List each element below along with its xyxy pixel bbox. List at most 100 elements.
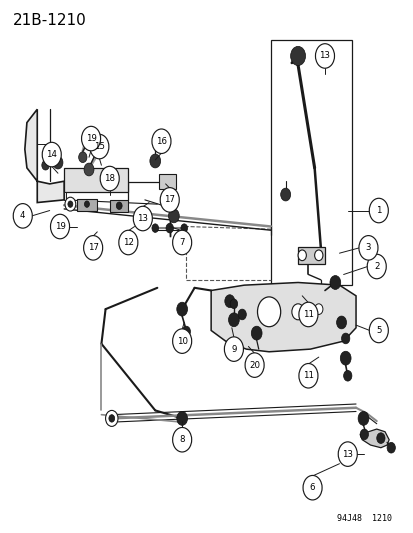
- Circle shape: [298, 364, 317, 388]
- Text: 12: 12: [123, 238, 133, 247]
- Text: 15: 15: [94, 142, 104, 151]
- Text: 1: 1: [375, 206, 381, 215]
- Circle shape: [176, 411, 187, 425]
- Text: 6: 6: [309, 483, 315, 492]
- Circle shape: [13, 204, 32, 228]
- Circle shape: [166, 223, 173, 233]
- Text: 19: 19: [85, 134, 96, 143]
- Text: 19: 19: [55, 222, 65, 231]
- Circle shape: [302, 475, 321, 500]
- Circle shape: [280, 188, 290, 201]
- Circle shape: [366, 254, 385, 279]
- Bar: [109, 200, 128, 212]
- Circle shape: [368, 318, 387, 343]
- Text: 17: 17: [88, 244, 98, 252]
- Text: 13: 13: [319, 52, 330, 60]
- Circle shape: [230, 299, 237, 309]
- Circle shape: [290, 46, 305, 66]
- Circle shape: [329, 276, 340, 289]
- Circle shape: [172, 230, 191, 255]
- Bar: [76, 199, 97, 211]
- Circle shape: [160, 188, 179, 212]
- Circle shape: [152, 129, 171, 154]
- Polygon shape: [359, 429, 388, 448]
- Circle shape: [53, 156, 63, 169]
- Text: 9: 9: [231, 345, 236, 353]
- Circle shape: [176, 302, 187, 316]
- Circle shape: [244, 353, 263, 377]
- Text: 16: 16: [156, 137, 166, 146]
- Circle shape: [224, 295, 234, 308]
- Circle shape: [78, 152, 87, 163]
- Circle shape: [357, 411, 368, 425]
- Circle shape: [291, 304, 304, 320]
- Text: 8: 8: [179, 435, 185, 444]
- Circle shape: [109, 415, 114, 422]
- Circle shape: [65, 197, 76, 211]
- Polygon shape: [25, 109, 64, 203]
- Circle shape: [339, 351, 350, 365]
- Circle shape: [336, 316, 346, 329]
- Circle shape: [237, 309, 246, 320]
- Circle shape: [168, 209, 179, 223]
- Circle shape: [368, 198, 387, 223]
- Text: 21B-1210: 21B-1210: [12, 13, 86, 28]
- Text: 7: 7: [179, 238, 185, 247]
- Circle shape: [298, 302, 317, 327]
- Circle shape: [228, 313, 239, 327]
- Circle shape: [341, 333, 349, 344]
- Text: 4: 4: [20, 212, 26, 220]
- Circle shape: [257, 297, 280, 327]
- Circle shape: [359, 429, 368, 440]
- Text: 18: 18: [104, 174, 115, 183]
- Text: 11: 11: [302, 372, 313, 380]
- Text: 2: 2: [373, 262, 379, 271]
- Circle shape: [314, 304, 322, 314]
- Text: 10: 10: [176, 337, 187, 345]
- Circle shape: [172, 427, 191, 452]
- Text: 14: 14: [46, 150, 57, 159]
- Circle shape: [116, 202, 122, 209]
- Circle shape: [90, 134, 109, 159]
- Circle shape: [343, 370, 351, 381]
- Text: 11: 11: [302, 310, 313, 319]
- Circle shape: [251, 326, 261, 340]
- Text: 94J48  1210: 94J48 1210: [336, 514, 391, 523]
- Circle shape: [180, 224, 187, 232]
- Circle shape: [315, 44, 334, 68]
- Bar: [64, 168, 128, 192]
- Circle shape: [314, 250, 322, 261]
- Circle shape: [133, 206, 152, 231]
- Circle shape: [100, 166, 119, 191]
- Text: 3: 3: [365, 244, 370, 252]
- Polygon shape: [211, 282, 355, 352]
- Text: 17: 17: [164, 196, 175, 204]
- Circle shape: [152, 224, 158, 232]
- Circle shape: [42, 160, 49, 170]
- Circle shape: [224, 337, 243, 361]
- Bar: [64, 192, 66, 200]
- Circle shape: [182, 326, 190, 337]
- Text: 20: 20: [249, 361, 259, 369]
- Text: 13: 13: [137, 214, 148, 223]
- Circle shape: [68, 201, 73, 207]
- Circle shape: [84, 201, 89, 207]
- Circle shape: [42, 142, 61, 167]
- Circle shape: [105, 410, 118, 426]
- Bar: [271, 40, 351, 285]
- Circle shape: [84, 163, 94, 176]
- Circle shape: [386, 442, 394, 453]
- Circle shape: [172, 329, 191, 353]
- Circle shape: [83, 236, 102, 260]
- Circle shape: [376, 433, 384, 443]
- Circle shape: [119, 230, 138, 255]
- Circle shape: [81, 126, 100, 151]
- Circle shape: [337, 442, 356, 466]
- Circle shape: [150, 154, 160, 168]
- Circle shape: [358, 236, 377, 260]
- Bar: [159, 174, 176, 189]
- Text: 5: 5: [375, 326, 381, 335]
- Circle shape: [297, 250, 306, 261]
- Text: 13: 13: [342, 450, 352, 458]
- Bar: [297, 247, 324, 264]
